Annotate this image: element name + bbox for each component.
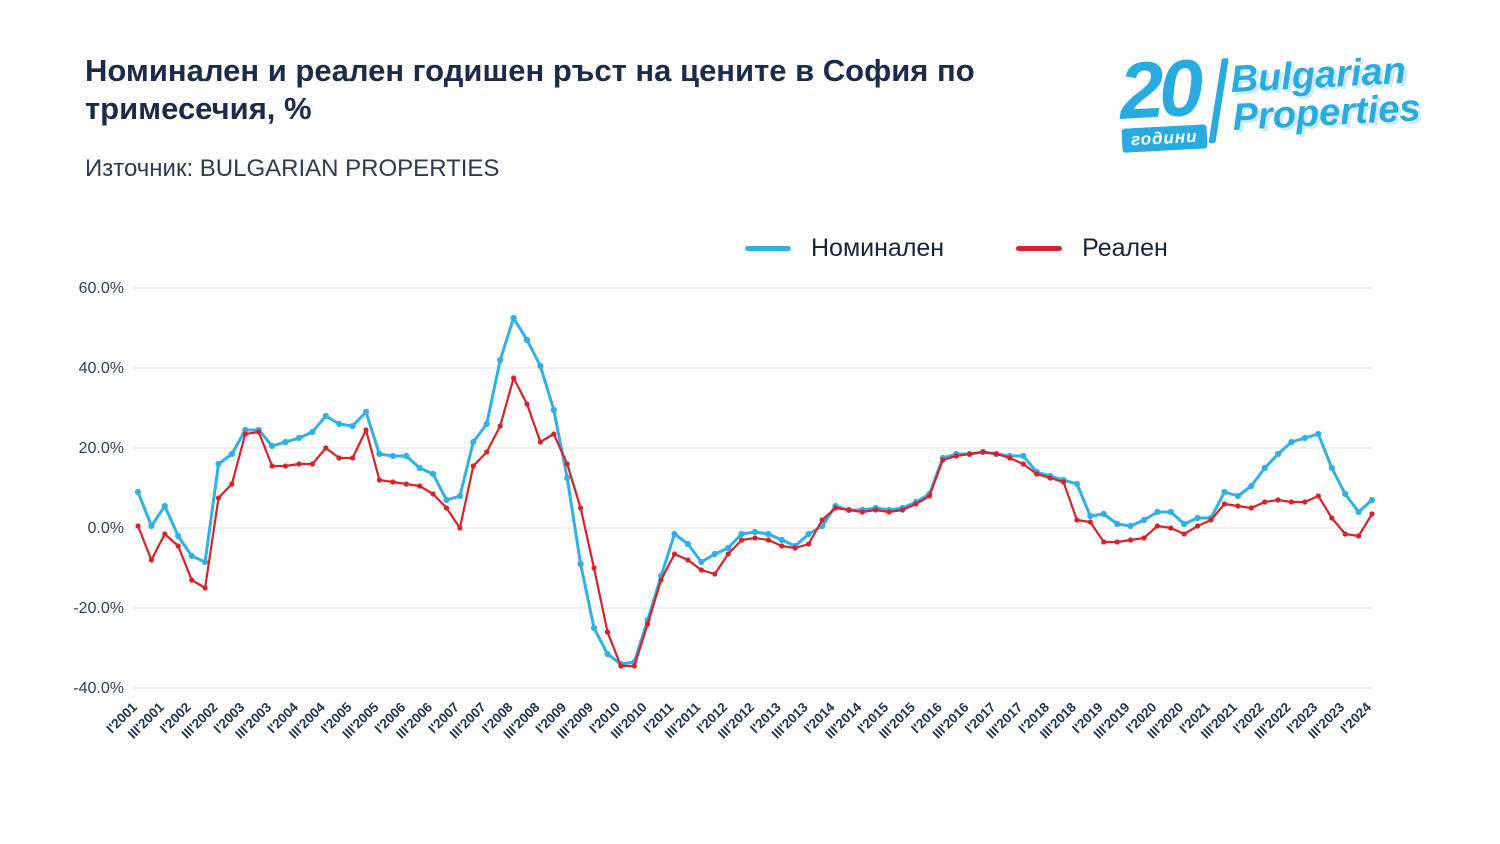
- x-axis-labels: I'2001III'2001I'2002III'2002I'2003III'20…: [103, 699, 1374, 741]
- x-tick-label: I'2024: [1337, 699, 1374, 736]
- y-tick-label: -20.0%: [73, 600, 124, 617]
- y-tick-label: 60.0%: [79, 280, 124, 297]
- page-title: Номинален и реален годишен ръст на ценит…: [85, 53, 975, 127]
- y-tick-label: 20.0%: [79, 440, 124, 457]
- legend-label-real: Реален: [1082, 234, 1168, 262]
- chart-legend: Номинален Реален: [745, 234, 1168, 263]
- series-real: [135, 375, 1375, 669]
- header: Номинален и реален годишен ръст на ценит…: [85, 52, 1035, 183]
- legend-item-real: Реален: [1016, 234, 1168, 263]
- logo-number: 20: [1117, 42, 1202, 136]
- growth-line-chart: 60.0% 40.0% 20.0% 0.0% -20.0% -40.0% I'2001III…: [73, 280, 1376, 742]
- logo-brand-line2: Properties: [1231, 86, 1422, 139]
- y-tick-label: 0.0%: [88, 520, 124, 537]
- brand-logo: 20 години Bulgarian Properties: [1118, 42, 1422, 153]
- legend-swatch-real-icon: [1016, 246, 1063, 251]
- y-tick-label: 40.0%: [79, 360, 124, 377]
- legend-label-nominal: Номинален: [811, 234, 945, 262]
- source-label: Източник: BULGARIAN PROPERTIES: [85, 154, 500, 182]
- legend-swatch-nominal-icon: [745, 246, 791, 251]
- legend-item-nominal: Номинален: [745, 234, 944, 263]
- logo-brand-name: Bulgarian Properties: [1230, 50, 1422, 139]
- logo-divider: [1208, 57, 1229, 143]
- y-gridlines: 60.0% 40.0% 20.0% 0.0% -20.0% -40.0%: [73, 280, 1372, 697]
- y-tick-label: -40.0%: [73, 680, 124, 697]
- logo-20-years-block: 20 години: [1117, 42, 1208, 153]
